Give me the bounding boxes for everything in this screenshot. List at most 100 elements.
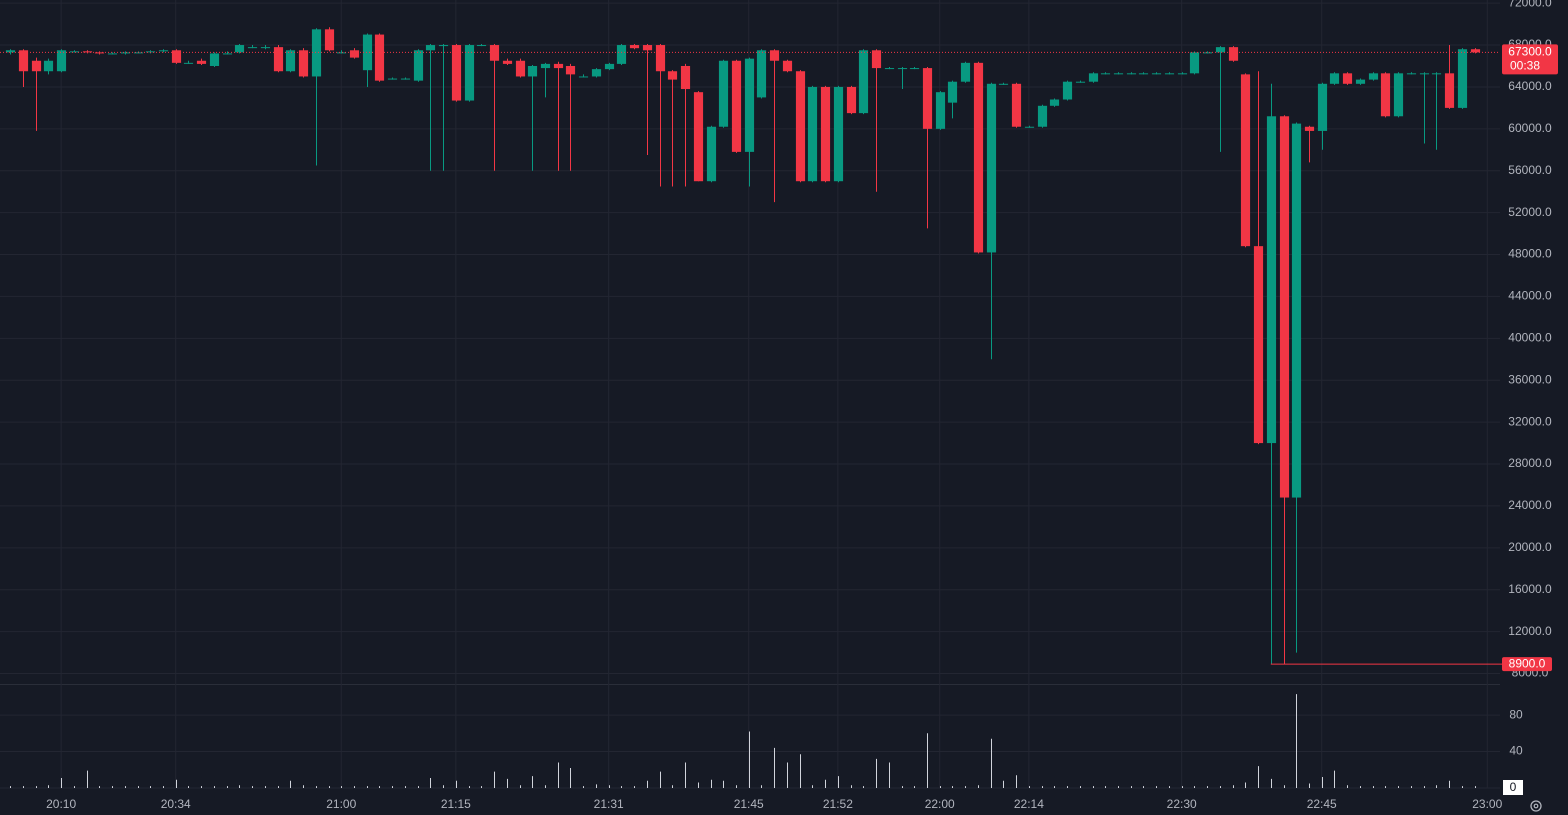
candle-body — [616, 45, 627, 64]
candle-body — [1329, 73, 1340, 84]
candle-body — [998, 83, 1009, 85]
candle-body — [400, 78, 411, 80]
candle-body — [846, 86, 857, 114]
candle-body — [909, 68, 920, 70]
last-price-box — [1502, 44, 1558, 75]
y-tick-label: 64000.0 — [1508, 79, 1552, 93]
y-tick-label: 72000.0 — [1508, 0, 1552, 9]
candle-body — [1011, 83, 1022, 127]
x-tick-label: 22:00 — [925, 797, 955, 811]
candle-body — [107, 53, 118, 55]
candle-body — [782, 60, 793, 72]
candle-body — [1240, 74, 1251, 247]
candle-body — [897, 68, 908, 70]
candle-body — [1419, 73, 1430, 75]
candle-body — [1037, 105, 1048, 127]
candle-body — [871, 50, 882, 69]
candle-body — [82, 51, 93, 53]
candle-body — [209, 53, 220, 66]
y-tick-label: 20000.0 — [1508, 540, 1552, 554]
candle-body — [1444, 73, 1455, 108]
candle-body — [183, 62, 194, 64]
candle-body — [1406, 73, 1417, 75]
candle-body — [1100, 73, 1111, 75]
candle-body — [362, 34, 373, 71]
volume-tick-label: 40 — [1509, 744, 1523, 758]
candle-body — [1380, 73, 1391, 117]
y-tick-label: 52000.0 — [1508, 205, 1552, 219]
x-tick-label: 22:14 — [1014, 797, 1044, 811]
candle-body — [451, 45, 462, 101]
candle-body — [1304, 126, 1315, 131]
x-tick-label: 21:00 — [326, 797, 356, 811]
candle-body — [285, 50, 296, 72]
candle-body — [18, 50, 29, 72]
candle-body — [1355, 79, 1366, 84]
candle-body — [1215, 47, 1226, 53]
candle-body — [69, 51, 80, 53]
candle-body — [222, 53, 233, 55]
x-tick-label: 22:30 — [1167, 797, 1197, 811]
candle-body — [413, 50, 424, 81]
candle-body — [1189, 52, 1200, 74]
candle-body — [667, 71, 678, 80]
candle-body — [5, 50, 16, 53]
x-tick-label: 21:52 — [823, 797, 853, 811]
candle-body — [196, 60, 207, 64]
candle-body — [1317, 83, 1328, 131]
candle-body — [655, 45, 666, 72]
candle-body — [884, 68, 895, 70]
candle-body — [693, 92, 704, 182]
y-tick-label: 32000.0 — [1508, 414, 1552, 428]
candle-body — [1266, 116, 1277, 444]
candle-body — [311, 29, 322, 77]
candle-body — [922, 68, 933, 129]
x-tick-label: 20:34 — [161, 797, 191, 811]
candle-body — [260, 47, 271, 49]
candle-body — [1151, 73, 1162, 75]
y-tick-label: 56000.0 — [1508, 163, 1552, 177]
candle-body — [349, 50, 360, 58]
candle-body — [1202, 52, 1213, 54]
candle-body — [1393, 73, 1404, 117]
candle-body — [756, 50, 767, 98]
candle-body — [515, 60, 526, 77]
low-marker-box — [1502, 657, 1552, 672]
candle-body — [336, 52, 347, 54]
candle-body — [986, 83, 997, 253]
x-tick-label: 21:45 — [734, 797, 764, 811]
candle-body — [858, 50, 869, 114]
y-tick-label: 24000.0 — [1508, 498, 1552, 512]
x-tick-label: 23:00 — [1472, 797, 1502, 811]
candle-body — [604, 63, 615, 70]
candle-body — [769, 50, 780, 61]
candle-body — [31, 60, 42, 72]
candle-body — [960, 62, 971, 82]
settings-icon[interactable] — [1530, 800, 1542, 812]
candle-body — [489, 45, 500, 61]
y-tick-label: 16000.0 — [1508, 582, 1552, 596]
candle-body — [820, 86, 831, 182]
candle-body — [425, 45, 436, 51]
candle-body — [1049, 99, 1060, 106]
y-tick-label: 40000.0 — [1508, 331, 1552, 345]
y-tick-label: 28000.0 — [1508, 456, 1552, 470]
candle-body — [553, 63, 564, 69]
y-tick-label: 48000.0 — [1508, 247, 1552, 261]
candle-body — [578, 76, 589, 78]
countdown-label: 00:38 — [1510, 59, 1540, 73]
candle-body — [718, 60, 729, 127]
volume-tick-label: 0 — [1510, 780, 1517, 794]
candle-body — [807, 86, 818, 182]
candle-body — [744, 58, 755, 152]
candle-body — [1291, 123, 1302, 498]
candle-body — [565, 65, 576, 75]
y-tick-label: 44000.0 — [1508, 289, 1552, 303]
candle-body — [298, 50, 309, 77]
candle-body — [1126, 73, 1137, 75]
x-tick-label: 21:15 — [441, 797, 471, 811]
low-marker-label: 8900.0 — [1509, 656, 1546, 670]
candle-body — [1164, 73, 1175, 75]
candle-body — [324, 29, 335, 51]
